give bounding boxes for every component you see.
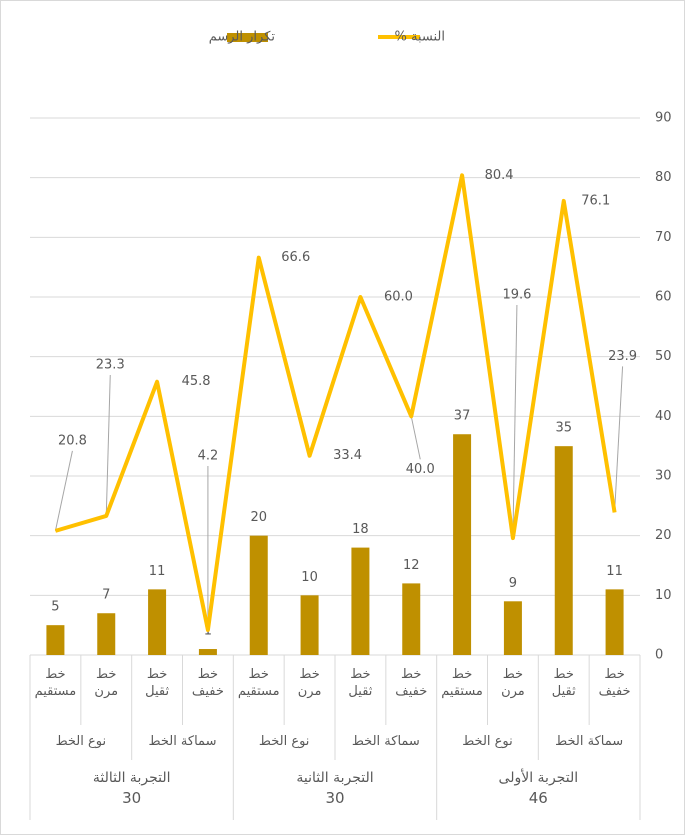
line-label: 40.0 (406, 462, 435, 477)
y-tick-label: 90 (655, 111, 672, 126)
bar-label: 37 (454, 409, 471, 424)
group-label: التجربة الثانية (296, 770, 374, 786)
line-label: 23.3 (96, 357, 125, 372)
y-tick-label: 80 (655, 170, 672, 185)
line-label: 23.9 (608, 349, 637, 364)
x-tick-label: خط ثقيل (348, 667, 373, 699)
bar-label: 9 (509, 576, 517, 591)
leader-line (512, 305, 518, 539)
bar (605, 589, 624, 655)
group-value: 46 (528, 789, 548, 807)
x-tick-label: خط ثقيل (145, 667, 170, 699)
x-tick-label: خط مستقيم (441, 667, 483, 699)
line-label: 19.6 (502, 288, 531, 303)
line-label: 45.8 (182, 374, 211, 389)
line-label: 80.4 (485, 168, 514, 183)
line-label: 76.1 (581, 193, 610, 208)
y-tick-label: 50 (655, 349, 672, 364)
subgroup-label: سماكة الخط (555, 734, 624, 749)
legend-label: النسبة % (395, 30, 445, 45)
group-label: التجربة الأولى (498, 770, 579, 786)
subgroup-label: نوع الخط (258, 734, 310, 749)
y-tick-label: 70 (655, 230, 672, 245)
leader-line (105, 374, 111, 516)
subgroup-label: نوع الخط (55, 734, 107, 749)
leader-line (614, 366, 624, 513)
bar (453, 434, 472, 655)
bar-label: 12 (403, 558, 420, 573)
subgroup-label: نوع الخط (462, 734, 513, 749)
y-tick-label: 0 (655, 648, 663, 663)
bar-label: 20 (250, 510, 267, 525)
subgroup-label: سماكة الخط (148, 734, 217, 749)
y-tick-label: 40 (655, 409, 672, 424)
bar (503, 601, 522, 655)
line-label: 4.2 (198, 448, 219, 463)
x-tick-label: خط خفيف (191, 667, 224, 699)
y-tick-label: 10 (655, 588, 672, 603)
group-value: 30 (122, 789, 142, 807)
leader-line (410, 416, 421, 460)
line-label: 66.6 (281, 250, 310, 265)
legend-swatch (227, 33, 268, 42)
x-tick-label: خط مرن (501, 667, 525, 699)
line (54, 173, 617, 632)
y-tick-label: 60 (655, 290, 672, 305)
x-tick-label: خط ثقيل (551, 667, 576, 699)
leader-line (54, 450, 73, 531)
bar-label: 35 (555, 421, 572, 436)
bar (97, 613, 116, 655)
bar-label: 5 (51, 600, 59, 615)
x-tick-label: خط مرن (94, 667, 119, 699)
line-label: 33.4 (333, 448, 362, 463)
x-tick-label: خط مستقيم (237, 667, 280, 699)
bar (46, 625, 65, 655)
y-tick-label: 30 (655, 469, 672, 484)
bar-label: 11 (149, 564, 166, 579)
subgroup-label: سماكة الخط (351, 734, 420, 749)
x-tick-label: خط مرن (297, 667, 322, 699)
bar (148, 589, 167, 655)
group-value: 30 (325, 789, 345, 807)
bar (198, 649, 217, 655)
bar (249, 535, 268, 655)
bar-label: 10 (301, 570, 318, 585)
x-tick-label: خط مستقيم (34, 667, 77, 699)
x-tick-label: خط خفيف (598, 667, 631, 699)
bar-label: 11 (606, 564, 623, 579)
x-tick-label: خط خفيف (395, 667, 428, 699)
y-tick-label: 20 (655, 528, 672, 543)
bar-label: 18 (352, 522, 369, 537)
bar (402, 583, 421, 655)
line-label: 20.8 (58, 433, 87, 448)
bar (351, 547, 370, 655)
legend-label: تكرار الرسم (209, 30, 276, 45)
group-label: التجربة الثالثة (92, 770, 171, 786)
line-label: 60.0 (384, 290, 413, 305)
bar (554, 446, 573, 655)
bar-label: 7 (102, 588, 110, 603)
bar (300, 595, 319, 655)
